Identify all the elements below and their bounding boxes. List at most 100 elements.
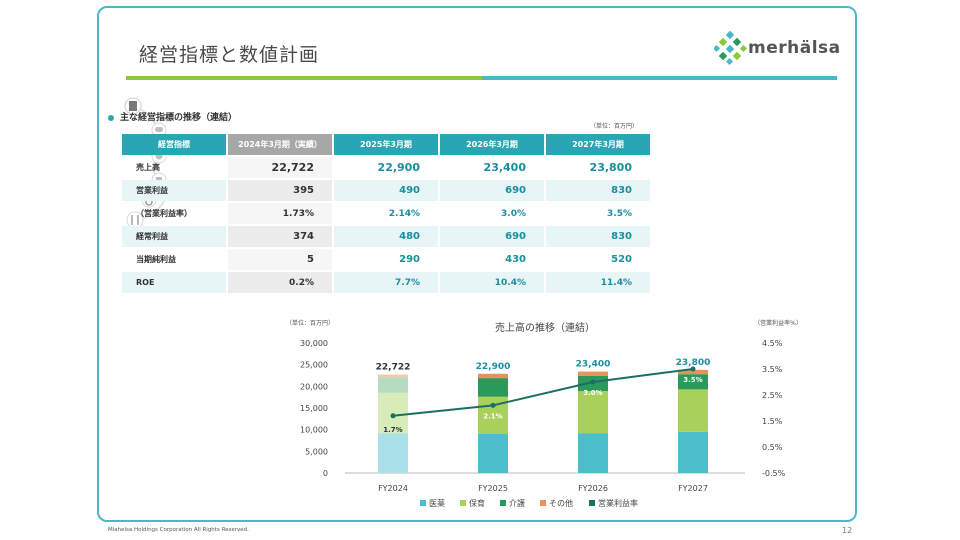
value-cell: 290 — [399, 254, 420, 265]
x-tick-label: FY2026 — [578, 484, 608, 493]
bar-segment-1 — [678, 389, 708, 432]
row-label: 営業利益 — [122, 180, 226, 201]
right-tick-label: 3.5% — [762, 365, 783, 374]
total-label: 23,800 — [676, 358, 711, 368]
legend-label: その他 — [549, 498, 573, 508]
table-row: 売上高 22,722 22,900 23,400 23,800 — [122, 157, 650, 178]
value-cell: 374 — [228, 226, 332, 247]
margin-line — [392, 368, 694, 417]
left-tick-label: 20,000 — [300, 382, 328, 391]
value-cell: 830 — [546, 226, 650, 247]
value-cell: 690 — [440, 180, 544, 201]
legend-label: 介護 — [509, 498, 525, 508]
x-tick-label: FY2027 — [678, 484, 708, 493]
logo: merhälsa — [712, 30, 842, 66]
bar-segment-2 — [678, 374, 708, 390]
margin-point — [490, 402, 496, 408]
page-title: 経営指標と数値計画 — [139, 44, 320, 66]
logo-text: merhälsa — [748, 38, 841, 58]
value-cell: 10.4% — [440, 272, 544, 293]
legend-label: 保育 — [469, 498, 485, 508]
left-tick-label: 10,000 — [300, 426, 328, 435]
value-cell: 480 — [334, 226, 438, 247]
kpi-table: 経営指標 2024年3月期（実績） 2025年3月期 2026年3月期 2027… — [120, 132, 652, 295]
bar-segment-3 — [478, 373, 508, 379]
value-cell: 1.73% — [228, 203, 332, 224]
right-tick-label: 4.5% — [762, 339, 783, 348]
right-axis-unit: （営業利益率%） — [754, 319, 802, 327]
row-label: 当期純利益 — [136, 255, 176, 264]
value-cell: 5 — [228, 249, 332, 270]
left-tick-label: 30,000 — [300, 339, 328, 348]
margin-label: 3.5% — [683, 376, 702, 384]
bar-segment-0 — [678, 431, 708, 473]
value-cell: 11.4% — [546, 272, 650, 293]
building-icon — [129, 101, 137, 111]
value-cell: 395 — [228, 180, 332, 201]
value-cell: 22,900 — [377, 161, 420, 174]
legend-swatch — [460, 500, 466, 506]
margin-point — [590, 379, 596, 385]
header-cell: 経営指標 — [122, 134, 226, 155]
bar-segment-3 — [378, 374, 408, 378]
legend-swatch — [589, 500, 595, 506]
pill-icon — [155, 127, 163, 132]
legend-swatch — [420, 500, 426, 506]
title-rule-green — [126, 76, 482, 80]
value-cell: 830 — [546, 180, 650, 201]
table-row: 営業利益 395 490 690 830 — [122, 180, 650, 201]
table-heading: 主な経営指標の推移（連結） — [108, 110, 237, 123]
page-number: 12 — [842, 526, 853, 535]
total-label: 23,400 — [576, 360, 611, 370]
total-label: 22,722 — [376, 363, 411, 373]
slide-frame: 経営指標と数値計画 merhälsa — [97, 6, 857, 522]
bar-segment-2 — [478, 378, 508, 397]
legend-swatch — [540, 500, 546, 506]
title-rule-teal — [482, 76, 837, 80]
header-cell: 2024年3月期（実績） — [228, 134, 332, 155]
row-label: 経常利益 — [122, 226, 226, 247]
legend-label: 営業利益率 — [598, 498, 638, 508]
table-unit: （単位：百万円） — [590, 123, 639, 130]
bar-segment-2 — [378, 377, 408, 393]
margin-point — [390, 413, 396, 419]
total-label: 22,900 — [476, 362, 511, 372]
value-cell: 23,400 — [483, 161, 526, 174]
header-cell: 2026年3月期 — [440, 134, 544, 155]
x-tick-label: FY2025 — [478, 484, 508, 493]
margin-label: 2.1% — [483, 412, 502, 420]
chart-title: 売上高の推移（連結） — [495, 321, 595, 334]
row-label: （営業利益率） — [136, 209, 192, 218]
left-tick-label: 5,000 — [305, 447, 328, 456]
margin-point — [690, 366, 696, 372]
right-tick-label: -0.5% — [762, 469, 786, 478]
row-label: ROE — [122, 272, 226, 293]
left-tick-label: 25,000 — [300, 361, 328, 370]
table-row: （営業利益率） 1.73% 2.14% 3.0% 3.5% — [122, 203, 650, 224]
row-label: 売上高 — [136, 163, 160, 172]
value-cell: 22,722 — [228, 157, 332, 178]
header-cell: 2027年3月期 — [546, 134, 650, 155]
table-header-row: 経営指標 2024年3月期（実績） 2025年3月期 2026年3月期 2027… — [122, 134, 650, 155]
value-cell: 3.0% — [501, 208, 526, 219]
value-cell: 2.14% — [388, 208, 420, 219]
value-cell: 690 — [440, 226, 544, 247]
value-cell: 3.5% — [607, 208, 632, 219]
table-row: 当期純利益 5 290 430 520 — [122, 249, 650, 270]
legend-label: 医薬 — [429, 498, 445, 508]
bar-segment-0 — [478, 434, 508, 473]
legend-swatch — [500, 500, 506, 506]
right-tick-label: 0.5% — [762, 443, 783, 452]
bar-segment-1 — [378, 392, 408, 434]
left-tick-label: 15,000 — [300, 404, 328, 413]
bar-segment-0 — [378, 433, 408, 473]
value-cell: 520 — [611, 254, 632, 265]
left-axis-unit: （単位：百万円） — [286, 319, 334, 327]
value-cell: 490 — [334, 180, 438, 201]
margin-label: 3.0% — [583, 389, 602, 397]
value-cell: 0.2% — [228, 272, 332, 293]
value-cell: 23,800 — [589, 161, 632, 174]
value-cell: 7.7% — [334, 272, 438, 293]
table-row: 経常利益 374 480 690 830 — [122, 226, 650, 247]
